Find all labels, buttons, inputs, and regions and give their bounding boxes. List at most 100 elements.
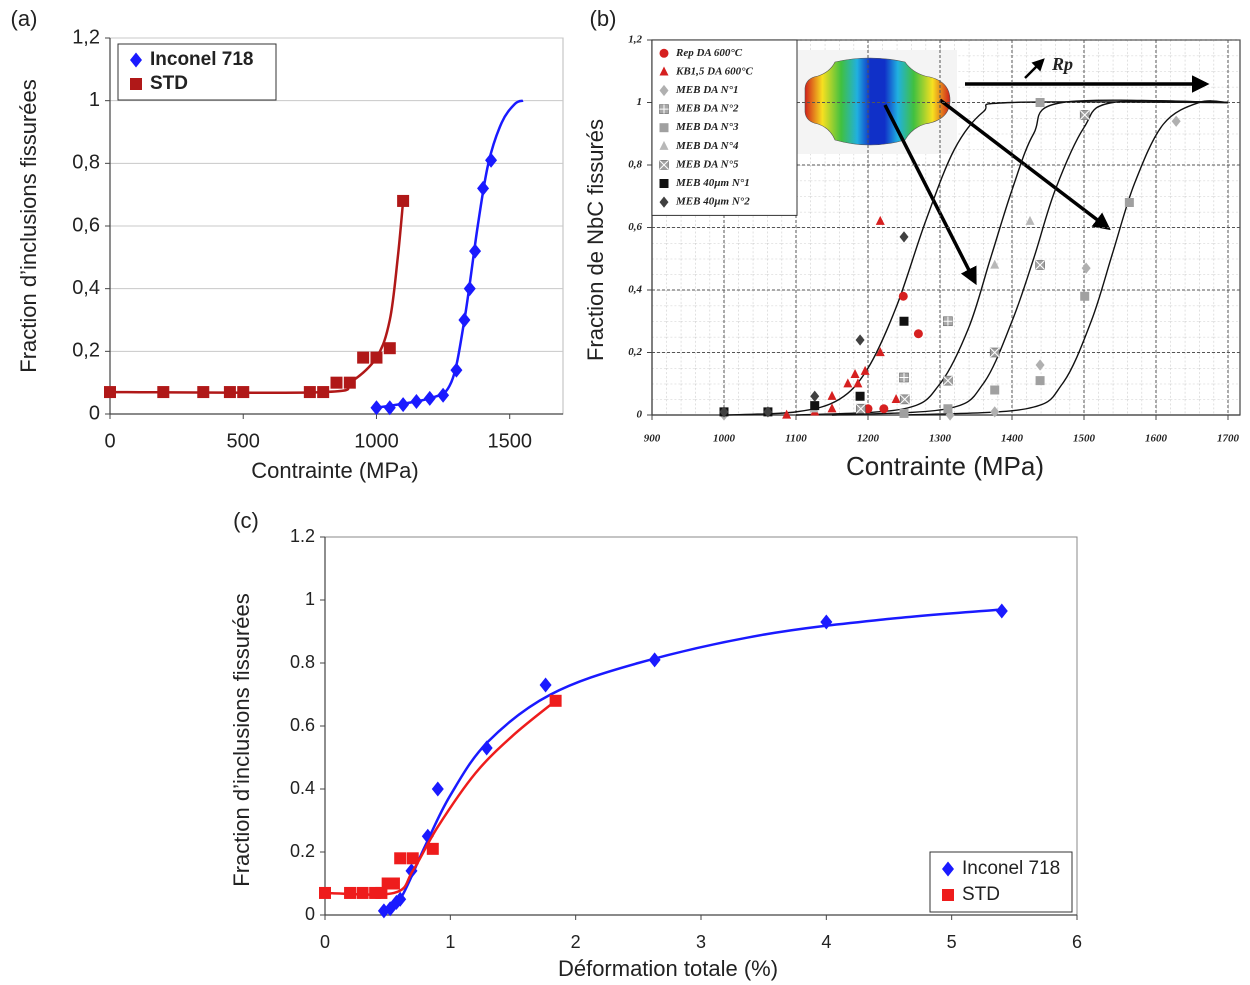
y-axis-title: Fraction de NbC fissurés	[583, 119, 608, 361]
y-tick-label: 0,8	[628, 159, 642, 171]
x-tick-label: 6	[1072, 932, 1082, 952]
marker	[855, 391, 865, 401]
marker-part	[943, 316, 953, 326]
marker	[1035, 260, 1045, 270]
marker	[990, 406, 1000, 418]
marker-part	[1080, 291, 1090, 301]
marker-part	[879, 404, 889, 414]
marker	[1035, 98, 1045, 107]
marker	[397, 194, 410, 207]
marker	[406, 852, 419, 865]
fit-curve	[831, 99, 1229, 416]
marker	[317, 386, 330, 399]
marker	[810, 390, 820, 402]
x-tick-label: 1200	[857, 433, 880, 445]
marker	[480, 740, 493, 756]
marker-part	[990, 406, 1000, 418]
y-tick-label: 0,6	[628, 221, 642, 233]
marker	[855, 403, 866, 414]
x-tick-label: 4	[821, 932, 831, 952]
marker-part	[477, 180, 490, 196]
marker-part	[827, 390, 837, 400]
marker-part	[659, 66, 669, 76]
marker-part	[223, 386, 236, 399]
x-axis-title: Contrainte (MPa)	[251, 458, 419, 483]
marker-part	[485, 152, 498, 168]
marker-part	[820, 614, 833, 630]
marker-part	[344, 886, 357, 899]
fit-curve	[903, 100, 1229, 416]
legend-label: Inconel 718	[962, 858, 1060, 879]
marker-part	[943, 404, 953, 414]
marker	[104, 386, 116, 399]
y-axis-title: Fraction d’inclusions fissurées	[16, 79, 41, 372]
marker	[410, 393, 423, 409]
marker-part	[383, 342, 396, 355]
marker-part	[130, 52, 142, 68]
marker-part	[891, 393, 901, 403]
marker-part	[899, 408, 909, 418]
marker-part	[394, 891, 407, 907]
marker	[319, 886, 331, 899]
marker	[303, 386, 316, 399]
fit-curve	[109, 200, 405, 395]
x-tick-label: 900	[644, 433, 661, 445]
marker	[549, 694, 562, 707]
marker-part	[659, 179, 669, 188]
marker-part	[343, 376, 356, 389]
marker-part	[394, 852, 407, 865]
marker-part	[1081, 262, 1091, 274]
marker	[394, 852, 407, 865]
panel-label: (a)	[11, 6, 38, 31]
y-axis-title: Fraction d’inclusions fissurées	[229, 593, 254, 886]
x-tick-label: 0	[104, 430, 115, 452]
marker	[344, 886, 357, 899]
marker-part	[659, 123, 669, 133]
marker	[913, 329, 923, 339]
marker	[659, 84, 669, 97]
marker	[990, 259, 1000, 269]
marker	[370, 400, 383, 416]
marker	[237, 386, 250, 399]
marker	[357, 351, 370, 364]
marker-part	[469, 243, 482, 259]
marker	[860, 365, 870, 375]
marker-part	[397, 397, 410, 413]
marker-part	[317, 386, 330, 399]
y-tick-label: 0,8	[72, 152, 100, 174]
marker-part	[659, 84, 669, 97]
marker-part	[157, 386, 170, 399]
marker	[891, 393, 901, 403]
marker	[426, 842, 439, 855]
marker	[875, 215, 885, 225]
marker	[843, 378, 853, 388]
fit-curve	[795, 99, 1229, 416]
fit-curve	[324, 699, 557, 896]
marker-part	[1035, 359, 1045, 371]
legend-label: MEB DA N°3	[675, 121, 739, 133]
marker-part	[319, 886, 331, 899]
marker-part	[942, 861, 954, 877]
marker	[989, 347, 1000, 358]
y-tick-label: 0,2	[628, 346, 642, 358]
y-tick-label: 0	[89, 402, 100, 424]
marker-part	[810, 390, 820, 402]
marker-part	[1079, 110, 1090, 120]
legend-label: MEB 40µm N°1	[675, 177, 750, 189]
y-tick-label: 0,6	[72, 214, 100, 236]
y-tick-label: 0,4	[72, 277, 100, 299]
x-tick-label: 1000	[354, 430, 399, 452]
marker	[659, 66, 669, 76]
marker-part	[375, 886, 388, 899]
marker	[863, 404, 873, 414]
marker-part	[659, 104, 669, 114]
marker	[827, 403, 837, 413]
marker	[375, 886, 388, 899]
x-tick-label: 0	[320, 932, 330, 952]
marker-part	[549, 694, 562, 707]
marker-part	[850, 368, 860, 378]
marker	[223, 386, 236, 399]
marker-part	[913, 329, 923, 339]
y-tick-label: 1,2	[72, 26, 100, 48]
